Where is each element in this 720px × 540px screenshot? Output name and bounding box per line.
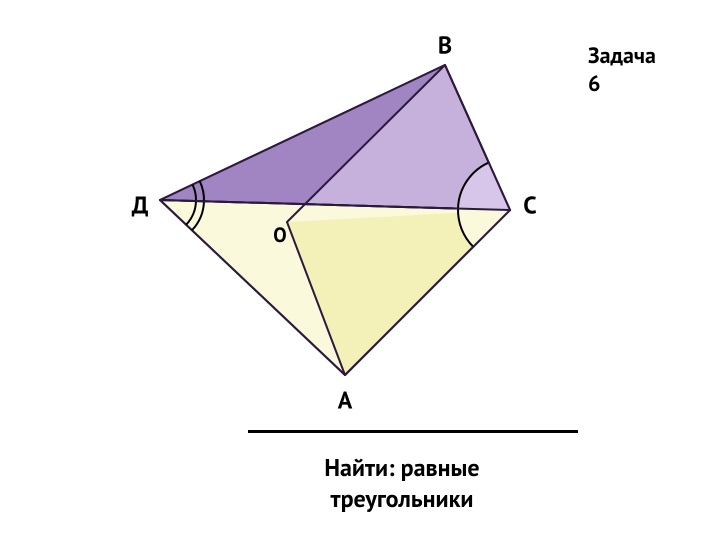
vertex-label-D: Д (132, 190, 149, 221)
vertex-label-B: В (438, 30, 452, 61)
vertex-label-C: С (523, 190, 536, 221)
vertex-label-O: О (273, 222, 286, 248)
divider-line (248, 430, 578, 433)
task-number-label: Задача 6 (588, 42, 656, 98)
vertex-label-A: А (338, 385, 353, 416)
stage: { "canvas": { "width": 720, "height": 54… (0, 0, 720, 540)
prompt-text: Найти: равные треугольники (324, 452, 479, 514)
